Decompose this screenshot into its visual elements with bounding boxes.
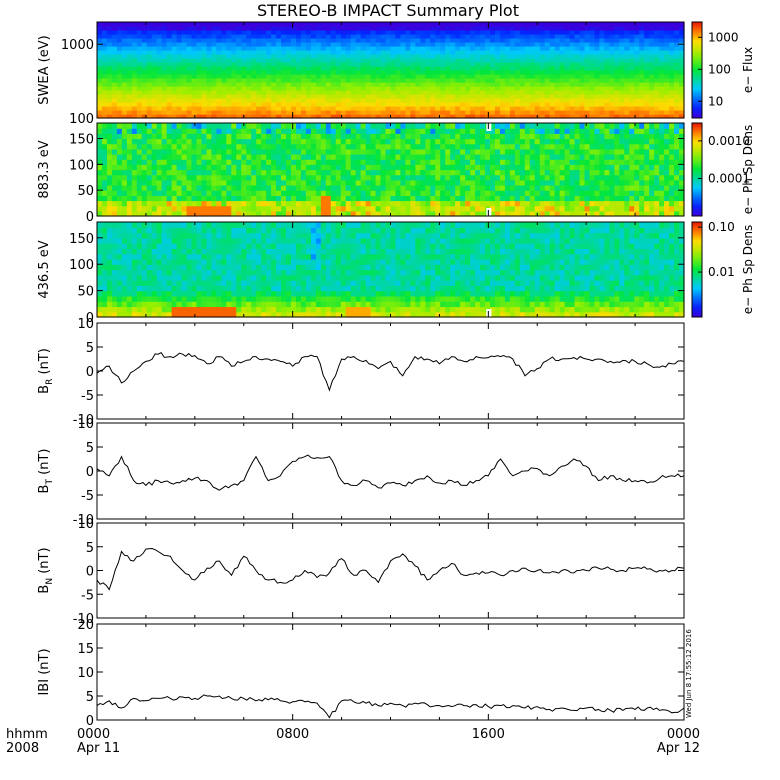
colorbar-tick-label: 10 — [708, 94, 723, 108]
colorbar-tick-label: 0.10 — [708, 220, 735, 234]
colorbar: 0.01 0.10 e− Ph Sp Dens — [691, 220, 755, 318]
y-tick-label: 50 — [77, 285, 94, 300]
y-axis-label: 436.5 eV — [37, 240, 52, 298]
heatmap-pad436 — [97, 222, 685, 318]
footer-hhmm-label: hhmm — [6, 727, 48, 742]
colorbar-label: e− Ph Sp Dens — [741, 225, 755, 314]
y-tick-label: 20 — [77, 618, 94, 633]
colorbar-tick-label: 100 — [708, 62, 731, 76]
y-tick-label: -10 — [73, 612, 94, 627]
x-ticks — [96, 423, 685, 519]
y-tick-label: 150 — [69, 133, 94, 148]
colorbar-tick-label: 1000 — [708, 30, 739, 44]
y-tick-label: 0 — [86, 210, 94, 225]
y-tick-label: 100 — [69, 258, 94, 273]
x-ticks — [96, 624, 685, 720]
y-tick-label: 10 — [77, 666, 94, 681]
x-ticks — [96, 323, 685, 419]
y-tick-label: 5 — [86, 690, 94, 705]
colorbar-tick-label: 0.01 — [708, 265, 735, 279]
x-ticks — [96, 123, 685, 216]
y-tick-label: -5 — [81, 489, 94, 504]
x-ticks — [96, 222, 685, 317]
y-tick-label: 0 — [86, 365, 94, 380]
series-line-bmag — [96, 694, 685, 719]
y-tick-label: 5 — [86, 341, 94, 356]
series-line-bt — [96, 454, 685, 491]
heatmap-pad883 — [97, 123, 685, 217]
colorbar-label: e− Ph Sp Dens — [741, 125, 755, 214]
plot-title: STEREO-B IMPACT Summary Plot — [257, 1, 519, 20]
y-tick-label: -10 — [73, 513, 94, 528]
x-ticks — [96, 523, 685, 618]
y-tick-label: 100 — [69, 112, 94, 127]
x-ticks — [96, 22, 685, 118]
colorbar-tick-label: 0.0001 — [708, 171, 750, 185]
series-line-br — [96, 352, 685, 392]
x-tick-label: 0800 — [276, 727, 309, 742]
y-tick-label: 1000 — [61, 38, 94, 53]
y-axis-label: IBI (nT) — [37, 648, 52, 695]
x-tick-label: 1600 — [472, 727, 505, 742]
timestamp-label: Wed Jun 8 17:55:12 2016 — [685, 629, 693, 718]
y-tick-label: 0 — [86, 714, 94, 729]
y-axis-label: 883.3 eV — [37, 140, 52, 198]
y-tick-label: 0 — [86, 465, 94, 480]
y-tick-label: 0 — [86, 311, 94, 326]
y-tick-label: 50 — [77, 184, 94, 199]
y-tick-label: 10 — [77, 517, 94, 532]
y-axis-label: SWEA (eV) — [37, 35, 52, 104]
colorbar-label: e− Flux — [741, 47, 755, 93]
y-tick-label: -5 — [81, 389, 94, 404]
colorbar-tick-label: 0.0010 — [708, 134, 750, 148]
y-tick-label: 5 — [86, 541, 94, 556]
y-axis-label: BR (nT) — [37, 348, 55, 394]
y-tick-label: 100 — [69, 158, 94, 173]
y-axis-label: BT (nT) — [37, 449, 55, 494]
y-tick-label: 10 — [77, 317, 94, 332]
y-tick-label: 15 — [77, 642, 94, 657]
y-tick-label: -10 — [73, 413, 94, 428]
y-tick-label: 0 — [86, 565, 94, 580]
series-line-bn — [96, 547, 685, 591]
y-tick-label: -5 — [81, 588, 94, 603]
y-tick-label: 5 — [86, 441, 94, 456]
x-date-label: Apr 11 — [77, 741, 120, 756]
y-tick-label: 10 — [77, 417, 94, 432]
y-tick-label: 150 — [69, 232, 94, 247]
x-tick-label: 0000 — [77, 727, 110, 742]
heatmap-swea — [97, 22, 685, 119]
footer-year-label: 2008 — [6, 741, 39, 756]
x-tick-label: 0000 — [667, 727, 700, 742]
x-date-label: Apr 12 — [657, 741, 700, 756]
y-axis-label: BN (nT) — [37, 547, 55, 593]
svg-text:SWEA (eV): SWEA (eV) — [37, 35, 52, 104]
